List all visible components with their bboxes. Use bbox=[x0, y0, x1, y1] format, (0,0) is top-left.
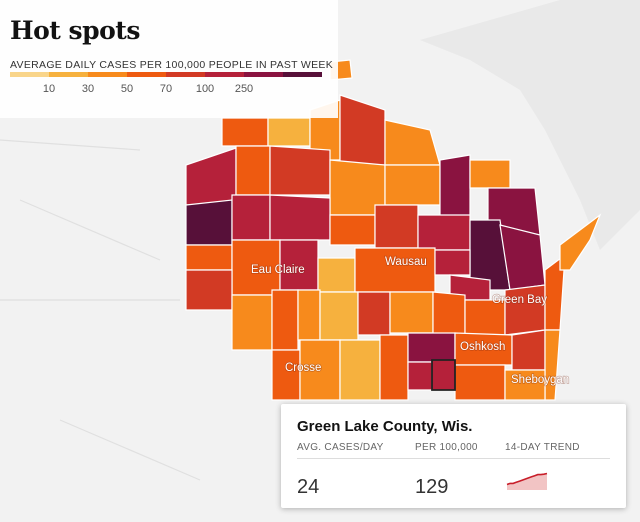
tooltip-label-avg-cases: AVG. CASES/DAY bbox=[297, 442, 384, 453]
county[interactable] bbox=[185, 199, 233, 246]
county[interactable] bbox=[267, 117, 311, 147]
legend-tick-labels: 10 30 50 70 100 250 bbox=[10, 83, 322, 97]
county[interactable] bbox=[407, 332, 456, 363]
county[interactable] bbox=[504, 284, 546, 336]
lake-michigan bbox=[420, 0, 640, 250]
tooltip-value-per-100k: 129 bbox=[415, 476, 449, 498]
sparkline-area bbox=[507, 473, 547, 490]
county[interactable] bbox=[297, 289, 321, 341]
county[interactable] bbox=[271, 289, 299, 351]
city-label-sheboygan: Sheboygan bbox=[511, 374, 569, 386]
city-label-eau-claire: Eau Claire bbox=[251, 264, 305, 276]
county[interactable] bbox=[185, 269, 233, 311]
tooltip-label-per-100k: PER 100,000 bbox=[415, 442, 478, 453]
legend-color-swatch bbox=[283, 72, 322, 77]
county[interactable] bbox=[317, 257, 356, 293]
county[interactable] bbox=[384, 164, 441, 206]
tooltip-divider bbox=[297, 458, 610, 459]
county[interactable] bbox=[511, 329, 546, 371]
county[interactable] bbox=[269, 145, 331, 196]
county[interactable] bbox=[407, 361, 433, 391]
county[interactable] bbox=[432, 291, 466, 336]
legend-color-swatch bbox=[88, 72, 127, 77]
legend-color-swatch bbox=[166, 72, 205, 77]
legend-tick-label: 250 bbox=[234, 83, 254, 95]
legend-color-swatch bbox=[127, 72, 166, 77]
county[interactable] bbox=[469, 159, 511, 189]
road-lines bbox=[0, 139, 201, 481]
legend-color-swatch bbox=[10, 72, 49, 77]
legend-tick-label: 10 bbox=[42, 83, 56, 95]
legend-subtitle: AVERAGE DAILY CASES PER 100,000 PEOPLE I… bbox=[10, 59, 334, 71]
county-tooltip: Green Lake County, Wis. AVG. CASES/DAY P… bbox=[281, 404, 626, 508]
county[interactable] bbox=[504, 369, 546, 401]
tooltip-title: Green Lake County, Wis. bbox=[297, 418, 473, 435]
county[interactable] bbox=[389, 291, 434, 334]
county[interactable] bbox=[339, 339, 381, 401]
county[interactable] bbox=[231, 194, 271, 241]
county[interactable] bbox=[271, 349, 301, 401]
county[interactable] bbox=[559, 213, 602, 271]
city-label-oshkosh: Oshkosh bbox=[460, 341, 505, 353]
tooltip-label-trend: 14-DAY TREND bbox=[505, 442, 580, 453]
county[interactable] bbox=[379, 334, 409, 401]
legend-tick-label: 30 bbox=[81, 83, 95, 95]
trend-sparkline bbox=[506, 472, 548, 490]
tooltip-value-avg-cases: 24 bbox=[297, 476, 320, 498]
county[interactable] bbox=[231, 294, 273, 351]
county[interactable] bbox=[374, 204, 419, 249]
county[interactable] bbox=[434, 249, 471, 276]
city-label-wausau: Wausau bbox=[385, 256, 427, 268]
legend-tick-label: 100 bbox=[195, 83, 215, 95]
county[interactable] bbox=[221, 117, 269, 147]
legend-panel: Hot spots AVERAGE DAILY CASES PER 100,00… bbox=[0, 0, 338, 118]
sparkline-line bbox=[506, 472, 548, 486]
green-lake-county-highlight[interactable] bbox=[431, 359, 456, 391]
city-label-green-bay: Green Bay bbox=[492, 294, 547, 306]
county[interactable] bbox=[269, 194, 331, 241]
county[interactable] bbox=[454, 364, 506, 401]
county[interactable] bbox=[357, 291, 391, 336]
legend-color-scale bbox=[10, 72, 322, 77]
county[interactable] bbox=[235, 145, 271, 196]
county[interactable] bbox=[185, 244, 233, 271]
county[interactable] bbox=[354, 247, 436, 293]
legend-tick-label: 70 bbox=[159, 83, 173, 95]
county[interactable] bbox=[329, 214, 376, 246]
legend-color-swatch bbox=[205, 72, 244, 77]
legend-color-swatch bbox=[244, 72, 283, 77]
legend-tick-label: 50 bbox=[120, 83, 134, 95]
county[interactable] bbox=[439, 154, 471, 221]
map-title: Hot spots bbox=[10, 16, 140, 45]
city-label-la-crosse: Crosse bbox=[285, 362, 321, 374]
legend-color-swatch bbox=[49, 72, 88, 77]
county[interactable] bbox=[417, 214, 471, 251]
county[interactable] bbox=[319, 291, 359, 341]
